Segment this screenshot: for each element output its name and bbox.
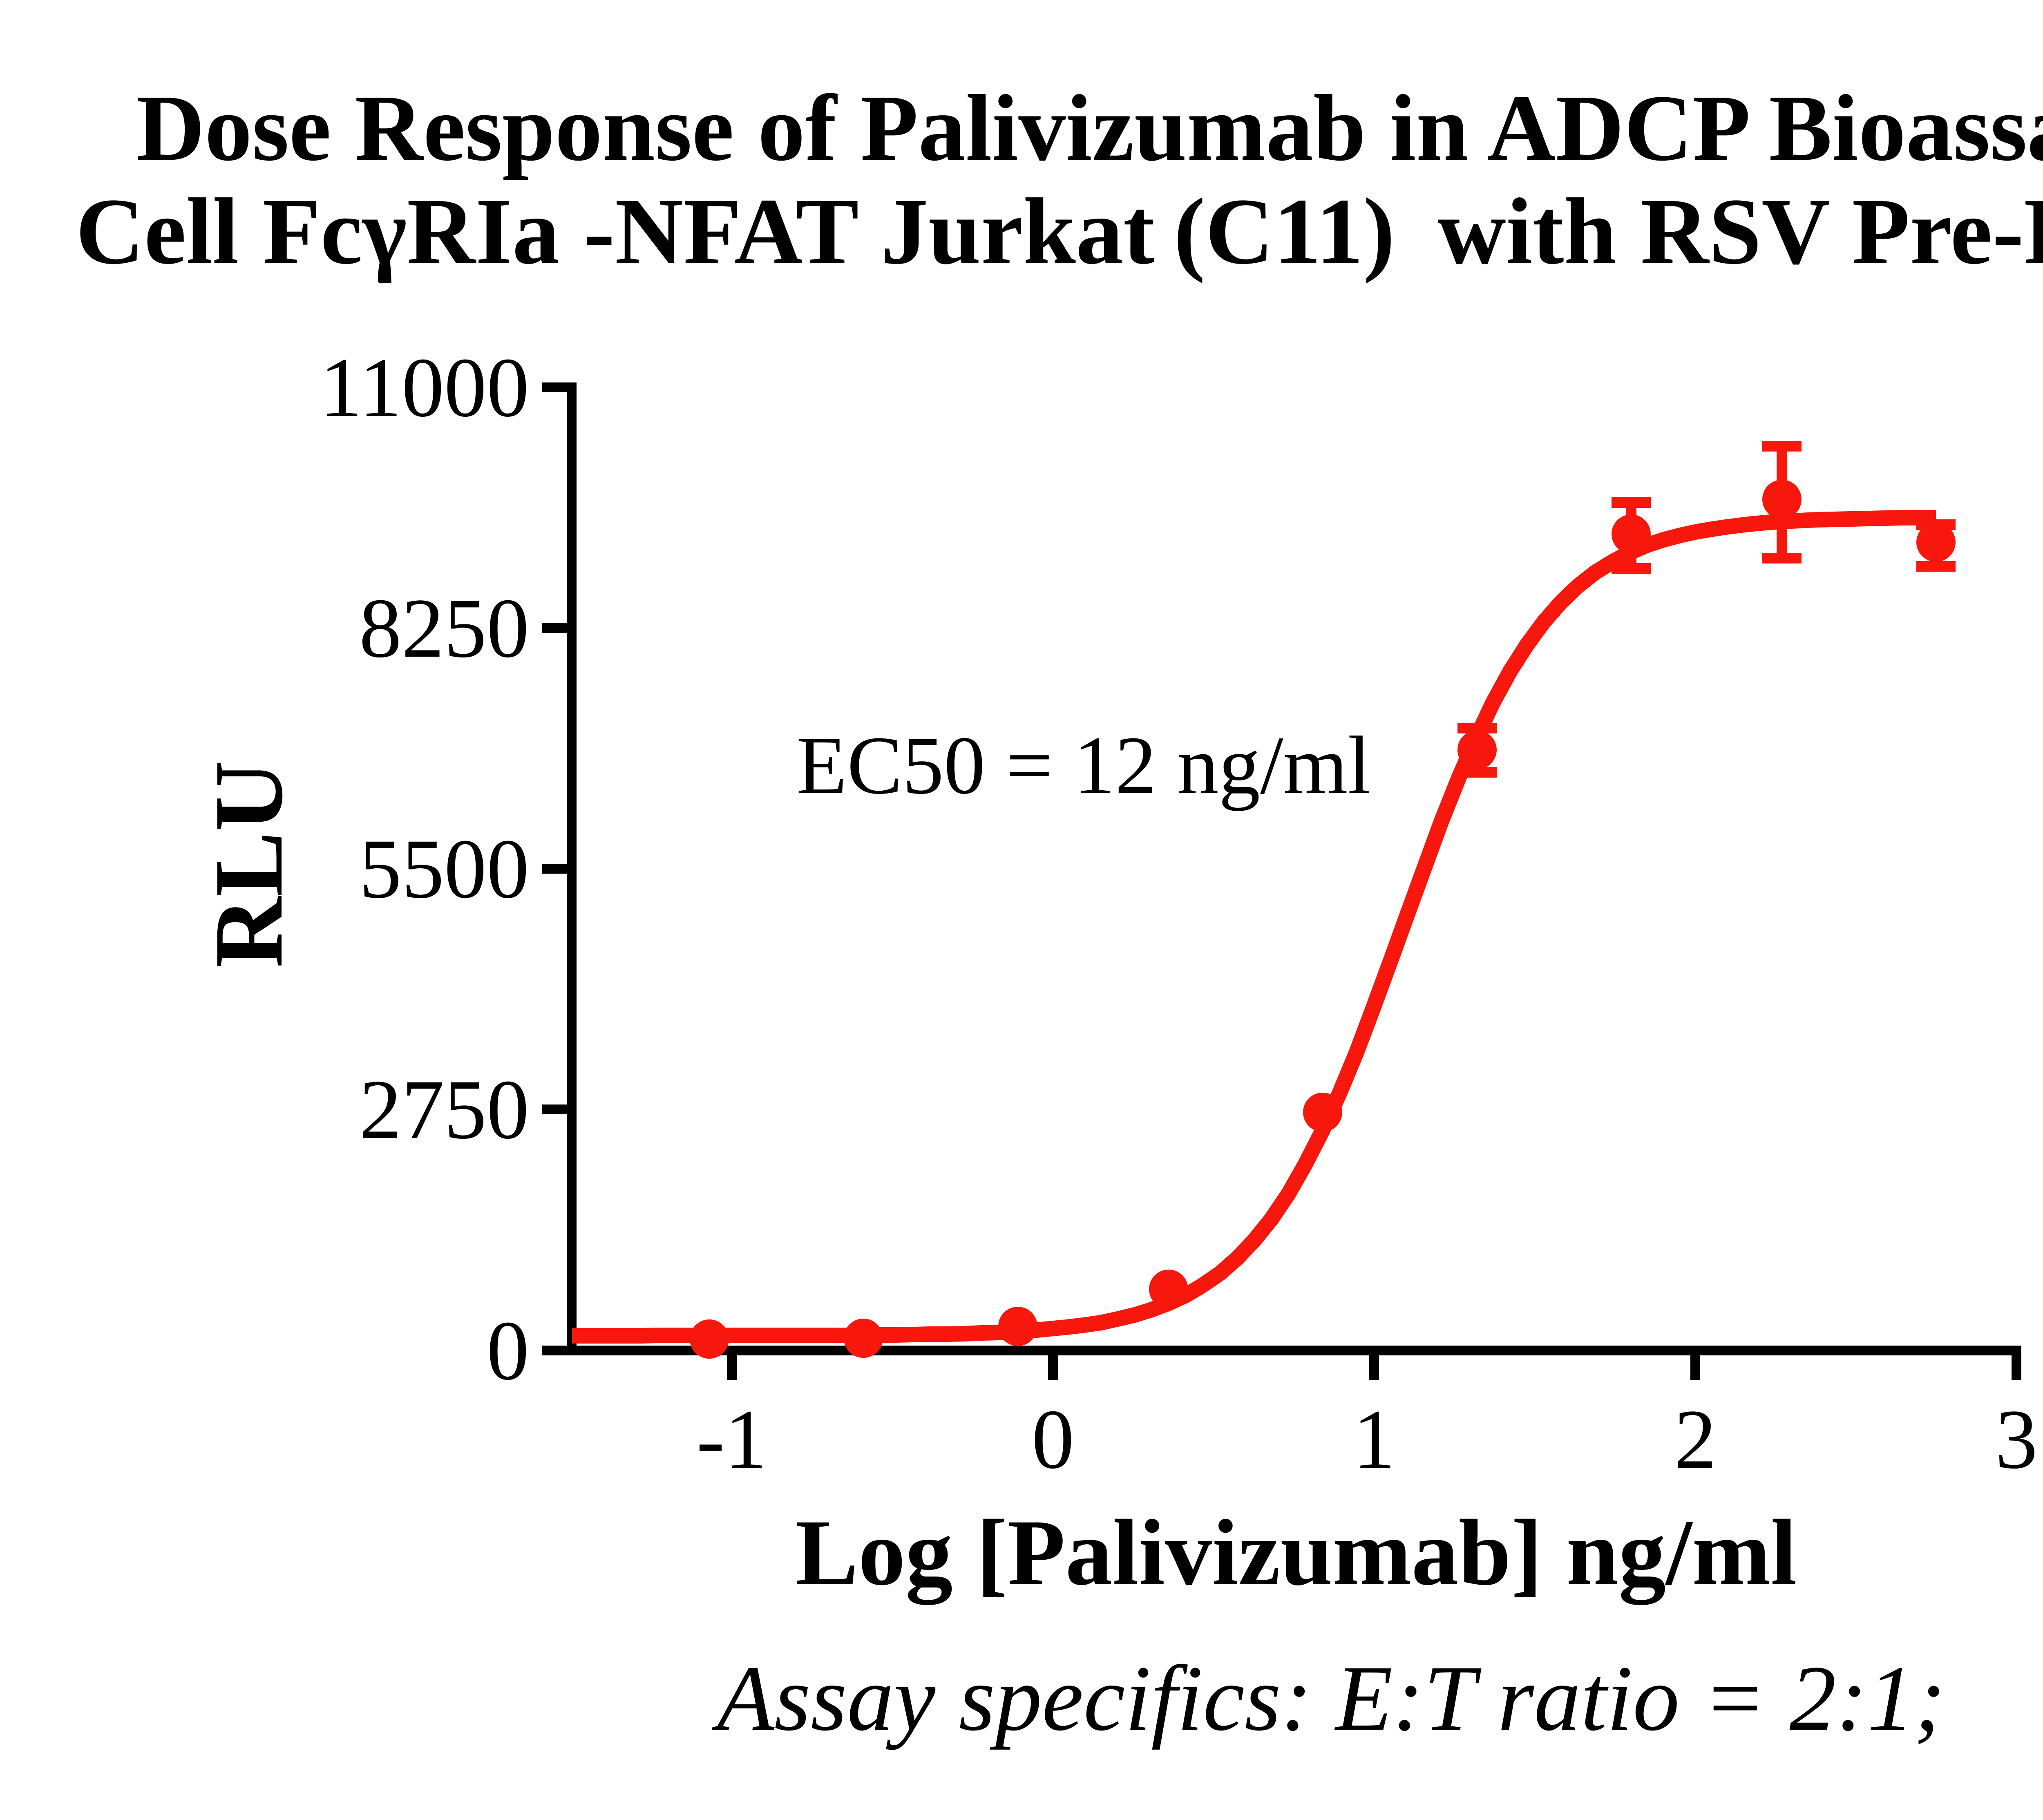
svg-text:EC50 = 12 ng/ml: EC50 = 12 ng/ml <box>796 719 1371 811</box>
svg-text:Assay specifics: E:T ratio = 2: Assay specifics: E:T ratio = 2:1; <box>712 1646 1945 1750</box>
svg-text:11000: 11000 <box>320 340 529 434</box>
svg-text:8250: 8250 <box>359 581 529 675</box>
svg-text:5500: 5500 <box>359 822 529 916</box>
svg-text:0: 0 <box>487 1304 529 1397</box>
svg-text:Log [Palivizumab] ng/ml: Log [Palivizumab] ng/ml <box>795 1500 1797 1605</box>
svg-text:RLU: RLU <box>194 761 303 968</box>
svg-text:0: 0 <box>1032 1392 1074 1486</box>
svg-text:2750: 2750 <box>359 1062 529 1156</box>
svg-text:Cell FcγRIa -NFAT Jurkat (C11): Cell FcγRIa -NFAT Jurkat (C11) with RSV … <box>76 179 2043 284</box>
svg-text:1: 1 <box>1353 1392 1395 1486</box>
svg-text:Dose Response of Palivizumab i: Dose Response of Palivizumab in ADCP Bio… <box>136 76 2043 181</box>
svg-text:3: 3 <box>1995 1392 2038 1486</box>
svg-text:2: 2 <box>1674 1392 1717 1486</box>
svg-text:-1: -1 <box>696 1392 767 1486</box>
